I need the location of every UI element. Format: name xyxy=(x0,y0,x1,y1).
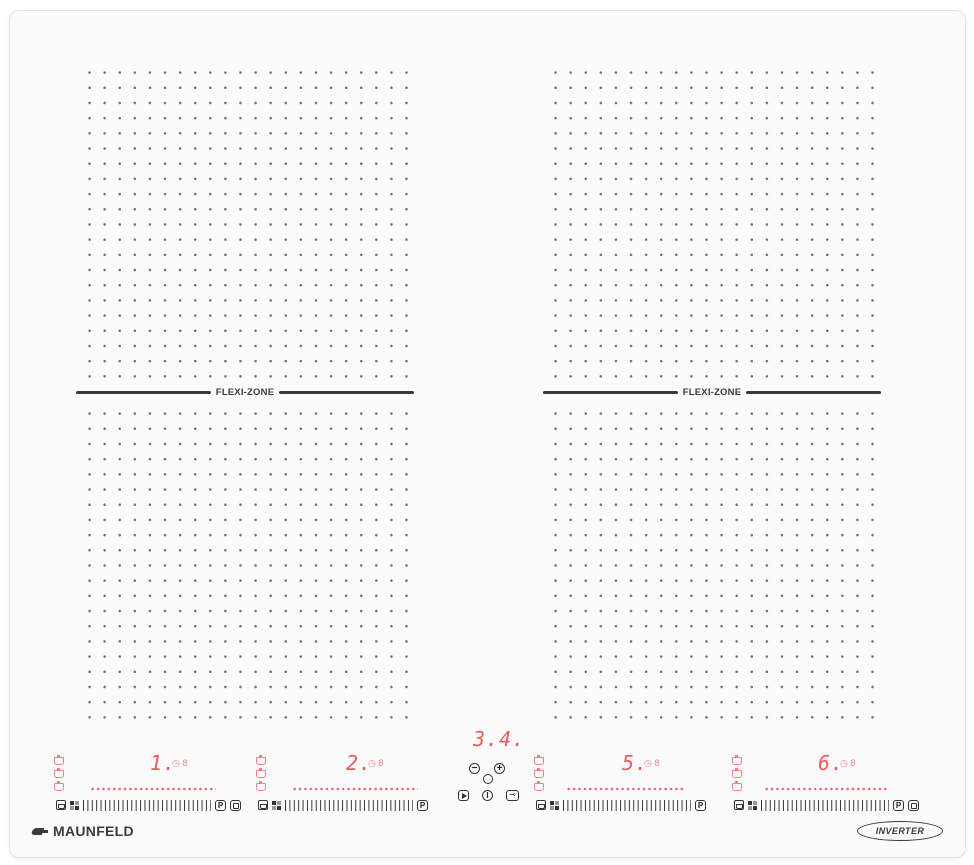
zone-timer-indicator-5: ◷ 8 xyxy=(644,758,660,768)
power-level-bar-2 xyxy=(292,787,418,791)
zone-select-button-5[interactable] xyxy=(536,800,546,810)
minus-button[interactable]: − xyxy=(469,763,480,774)
power-button[interactable]: I xyxy=(482,790,493,801)
heat-indicators xyxy=(54,755,64,796)
bridge-button-6[interactable] xyxy=(908,799,919,811)
flexi-mode-button-1[interactable] xyxy=(70,800,79,810)
zone-timer-indicator-6: ◷ 8 xyxy=(840,758,856,768)
zone-control-1: 1. ◷ 8 P xyxy=(54,749,241,819)
brand-logo: MAUNFELD xyxy=(32,823,134,839)
flexi-zone-divider-right: FLEXI-ZONE xyxy=(543,385,882,399)
inverter-badge: INVERTER xyxy=(857,821,943,841)
alarm-clock-icon xyxy=(483,774,493,784)
power-slider-2[interactable] xyxy=(285,799,413,811)
flexi-mode-button-6[interactable] xyxy=(748,800,757,810)
zone-display-1: 1. xyxy=(150,751,177,775)
power-slider-1[interactable] xyxy=(83,799,211,811)
cooking-zone-top-right xyxy=(548,65,882,385)
boost-button-1[interactable]: P xyxy=(215,799,226,811)
boost-button-2[interactable]: P xyxy=(417,799,428,811)
power-level-bar-5 xyxy=(566,787,686,791)
cooking-zone-bottom-right xyxy=(548,406,882,726)
flexi-zone-divider-left: FLEXI-ZONE xyxy=(76,385,415,399)
zone-control-5: 5. ◷ 8 P xyxy=(534,749,714,819)
inverter-label: INVERTER xyxy=(875,826,925,836)
flexi-mode-button-2[interactable] xyxy=(272,800,281,810)
zone-control-6: 6. ◷ 8 P xyxy=(732,749,919,819)
flexi-zone-label-left: FLEXI-ZONE xyxy=(215,386,275,398)
plus-button[interactable]: + xyxy=(494,763,505,774)
heat-indicators xyxy=(732,755,742,796)
play-button[interactable] xyxy=(458,790,469,801)
brand-mark-icon xyxy=(32,826,49,837)
play-icon xyxy=(461,792,467,799)
zone-select-button-2[interactable] xyxy=(258,800,268,810)
power-level-bar-1 xyxy=(90,787,216,791)
cooktop-glass: FLEXI-ZONE FLEXI-ZONE 1. ◷ 8 P 2. ◷ 8 xyxy=(9,10,966,858)
zone-timer-indicator-1: ◷ 8 xyxy=(172,758,188,768)
boost-button-5[interactable]: P xyxy=(695,799,706,811)
lock-button[interactable]: ⊸ xyxy=(506,790,519,801)
zone-control-2: 2. ◷ 8 P xyxy=(256,749,436,819)
power-slider-5[interactable] xyxy=(563,799,691,811)
heat-indicators xyxy=(534,755,544,796)
flexi-mode-button-5[interactable] xyxy=(550,800,559,810)
cooking-zone-bottom-left xyxy=(82,406,416,726)
bridge-button-1[interactable] xyxy=(230,799,241,811)
power-slider-6[interactable] xyxy=(761,799,889,811)
power-level-bar-6 xyxy=(764,787,888,791)
timer-display: 3.4. xyxy=(473,727,526,751)
zone-display-6: 6. xyxy=(818,751,845,775)
cooking-zone-top-left xyxy=(82,65,416,385)
lock-icon: ⊸ xyxy=(509,790,516,799)
zone-timer-indicator-2: ◷ 8 xyxy=(368,758,384,768)
flexi-zone-label-right: FLEXI-ZONE xyxy=(682,386,742,398)
heat-indicators xyxy=(256,755,266,796)
zone-select-button-6[interactable] xyxy=(734,800,744,810)
boost-button-6[interactable]: P xyxy=(893,799,904,811)
zone-display-2: 2. xyxy=(346,751,373,775)
zone-display-5: 5. xyxy=(622,751,649,775)
zone-select-button-1[interactable] xyxy=(56,800,66,810)
brand-name: MAUNFELD xyxy=(53,823,134,839)
